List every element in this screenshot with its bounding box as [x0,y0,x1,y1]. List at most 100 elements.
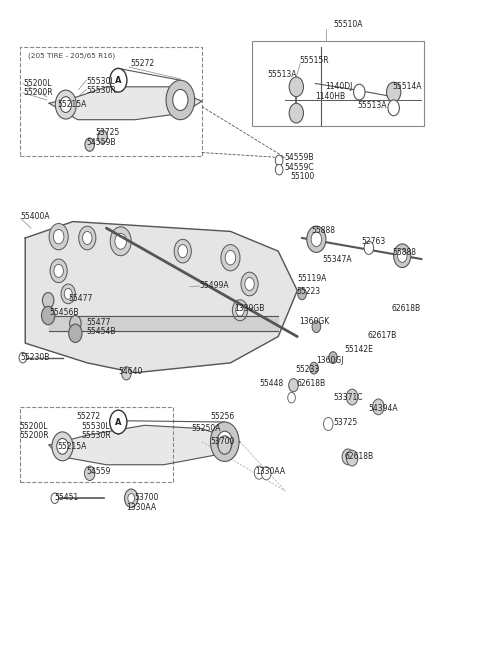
Text: 55230B: 55230B [21,353,50,362]
Circle shape [347,389,358,405]
Text: 55233: 55233 [295,365,319,374]
Text: 55250A: 55250A [192,424,221,433]
Text: 55119A: 55119A [297,275,327,283]
Circle shape [307,226,326,252]
Text: 55200R: 55200R [23,88,52,97]
Circle shape [241,272,258,296]
Circle shape [52,432,73,461]
Text: 55347A: 55347A [322,255,352,263]
Circle shape [329,352,337,364]
Text: 55448: 55448 [259,379,283,388]
Text: 55272: 55272 [77,412,101,421]
Circle shape [110,227,131,255]
Circle shape [397,249,407,262]
Circle shape [221,245,240,271]
Text: 54559B: 54559B [86,137,116,147]
Bar [252,41,424,126]
Text: 1339GB: 1339GB [234,304,264,313]
Text: 53700: 53700 [134,493,158,502]
Text: 54559C: 54559C [284,162,313,172]
Circle shape [174,240,192,263]
Text: 55499A: 55499A [199,281,229,290]
Text: 54640: 54640 [118,367,143,376]
Text: 55510A: 55510A [333,20,362,29]
Polygon shape [25,222,297,373]
Text: 62618B: 62618B [296,379,325,388]
Circle shape [386,82,401,102]
Text: 62618B: 62618B [392,304,421,313]
Text: 55514A: 55514A [393,82,422,91]
Circle shape [110,69,127,92]
Text: 55456B: 55456B [49,308,79,317]
Text: 54559B: 54559B [284,153,313,162]
Text: 55200L: 55200L [20,422,48,431]
Circle shape [50,259,67,282]
Circle shape [372,399,384,414]
Text: 62617B: 62617B [368,331,397,340]
Circle shape [60,96,72,112]
Circle shape [98,130,108,143]
Circle shape [61,284,75,304]
Circle shape [298,288,306,300]
Text: 55200L: 55200L [23,79,51,88]
Circle shape [217,431,232,452]
Text: 55100: 55100 [290,172,314,182]
Text: 52763: 52763 [362,237,386,246]
Circle shape [210,422,239,461]
Circle shape [49,224,68,250]
Polygon shape [49,87,202,119]
Circle shape [124,489,138,508]
Text: 1330AA: 1330AA [126,503,156,512]
Circle shape [41,306,55,325]
Circle shape [312,321,321,333]
Text: A: A [115,76,121,84]
Circle shape [51,493,59,504]
Text: 55477: 55477 [86,317,111,327]
Circle shape [79,226,96,250]
Circle shape [225,251,236,265]
Circle shape [53,230,64,244]
Circle shape [342,449,354,465]
Circle shape [364,242,373,254]
Text: 1360GK: 1360GK [300,317,330,326]
Circle shape [128,494,134,503]
Circle shape [166,81,195,119]
Circle shape [110,410,127,434]
Polygon shape [49,425,240,465]
Circle shape [83,232,92,244]
Text: 53371C: 53371C [333,393,362,401]
Circle shape [289,77,303,96]
Circle shape [69,324,82,343]
Circle shape [288,393,295,403]
Text: A: A [115,418,121,426]
Text: 55451: 55451 [55,493,79,502]
Circle shape [55,90,76,119]
Circle shape [388,100,399,116]
Circle shape [42,292,54,308]
Circle shape [236,304,244,316]
Circle shape [54,265,63,277]
Circle shape [178,245,188,257]
Circle shape [232,300,248,321]
Circle shape [115,234,126,249]
Text: 55530R: 55530R [86,86,116,95]
Circle shape [173,90,188,110]
Circle shape [64,288,72,299]
Text: 55513A: 55513A [357,101,386,110]
Text: (205 TIRE - 205/65 R16): (205 TIRE - 205/65 R16) [28,53,115,59]
Text: 53725: 53725 [96,128,120,137]
Circle shape [324,417,333,430]
Circle shape [121,367,131,380]
Circle shape [19,352,27,363]
Circle shape [84,466,95,480]
Text: 55515R: 55515R [300,56,329,65]
Circle shape [85,138,95,151]
Text: 53700: 53700 [210,437,235,446]
Circle shape [354,84,365,100]
Circle shape [289,103,303,123]
Circle shape [311,232,322,247]
Circle shape [57,438,68,454]
Text: 55256: 55256 [210,412,235,421]
Text: 1330AA: 1330AA [255,467,286,476]
Text: 55223: 55223 [296,287,321,296]
